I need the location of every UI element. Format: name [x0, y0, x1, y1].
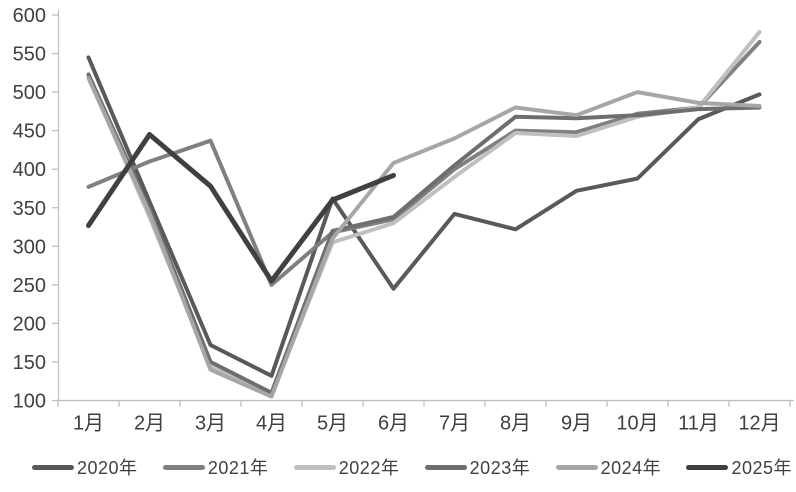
- legend-label: 2021年: [207, 458, 269, 478]
- y-tick-label: 600: [13, 5, 46, 27]
- legend-swatch-icon: [555, 464, 598, 470]
- y-tick-label: 500: [13, 82, 46, 104]
- series-line-2020: [86, 55, 762, 378]
- legend-label: 2022年: [338, 458, 400, 478]
- series-line-2022: [86, 30, 762, 398]
- y-tick-label: 450: [13, 121, 46, 143]
- series-line-2024: [86, 76, 762, 399]
- legend-swatch-icon: [293, 464, 336, 470]
- legend-label: 2024年: [600, 458, 662, 478]
- series-line-2025: [86, 132, 396, 284]
- plot-area: 100 150 200 250 300 350 400 450 500 550 600 1月 2月 3月 4…: [13, 5, 794, 435]
- x-tick-label: 7月: [439, 413, 470, 435]
- legend-item-2022: 2022年: [293, 454, 400, 480]
- y-tick-label: 100: [13, 391, 46, 413]
- y-tick-label: 400: [13, 159, 46, 181]
- legend-item-2023: 2023年: [424, 454, 531, 480]
- x-tick-label: 5月: [317, 413, 348, 435]
- x-tick-label: 12月: [738, 413, 780, 435]
- x-tick-label: 6月: [378, 413, 409, 435]
- x-tick-label: 10月: [616, 413, 658, 435]
- y-tick-label: 150: [13, 352, 46, 374]
- x-tick-label: 4月: [256, 413, 287, 435]
- x-tick-label: 2月: [134, 413, 165, 435]
- x-tick-label: 9月: [561, 413, 592, 435]
- legend-item-2021: 2021年: [162, 454, 269, 480]
- y-tick-label: 300: [13, 236, 46, 258]
- line-chart: 100 150 200 250 300 350 400 450 500 550 600 1月 2月 3月 4…: [13, 5, 794, 435]
- legend: 2020年 2021年 2022年 2023年 2024年 2025年: [0, 442, 796, 486]
- x-tick-label: 1月: [73, 413, 104, 435]
- x-tick-label: 8月: [500, 413, 531, 435]
- legend-item-2024: 2024年: [555, 454, 662, 480]
- legend-item-2025: 2025年: [686, 454, 792, 480]
- legend-swatch-icon: [32, 464, 74, 470]
- legend-label: 2020年: [77, 458, 138, 478]
- legend-swatch-icon: [162, 464, 205, 470]
- legend-item-2020: 2020年: [32, 454, 138, 480]
- y-tick-label: 250: [13, 275, 46, 297]
- y-tick-label: 350: [13, 198, 46, 220]
- series-line-2023: [86, 72, 762, 395]
- legend-swatch-icon: [424, 464, 467, 470]
- legend-label: 2025年: [731, 458, 792, 478]
- x-tick-label: 11月: [678, 413, 719, 435]
- x-tick-label: 3月: [195, 413, 226, 435]
- legend-label: 2023年: [469, 458, 531, 478]
- legend-swatch-icon: [686, 464, 729, 470]
- y-tick-label: 200: [13, 313, 46, 335]
- y-tick-label: 550: [13, 44, 46, 66]
